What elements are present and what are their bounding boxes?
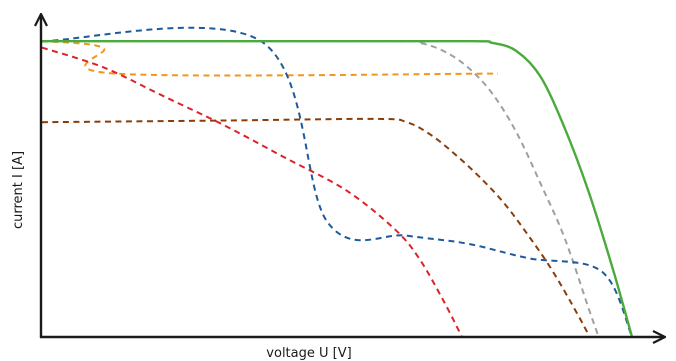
- series-line-2: [41, 40, 600, 337]
- series-line-6: [41, 46, 463, 337]
- y-axis-label: current I [A]: [11, 151, 26, 229]
- series-line-1: [41, 39, 633, 337]
- series-layer: [41, 26, 633, 337]
- x-axis-label: voltage U [V]: [266, 346, 351, 361]
- series-line-3: [41, 40, 499, 77]
- series-line-4: [41, 117, 591, 337]
